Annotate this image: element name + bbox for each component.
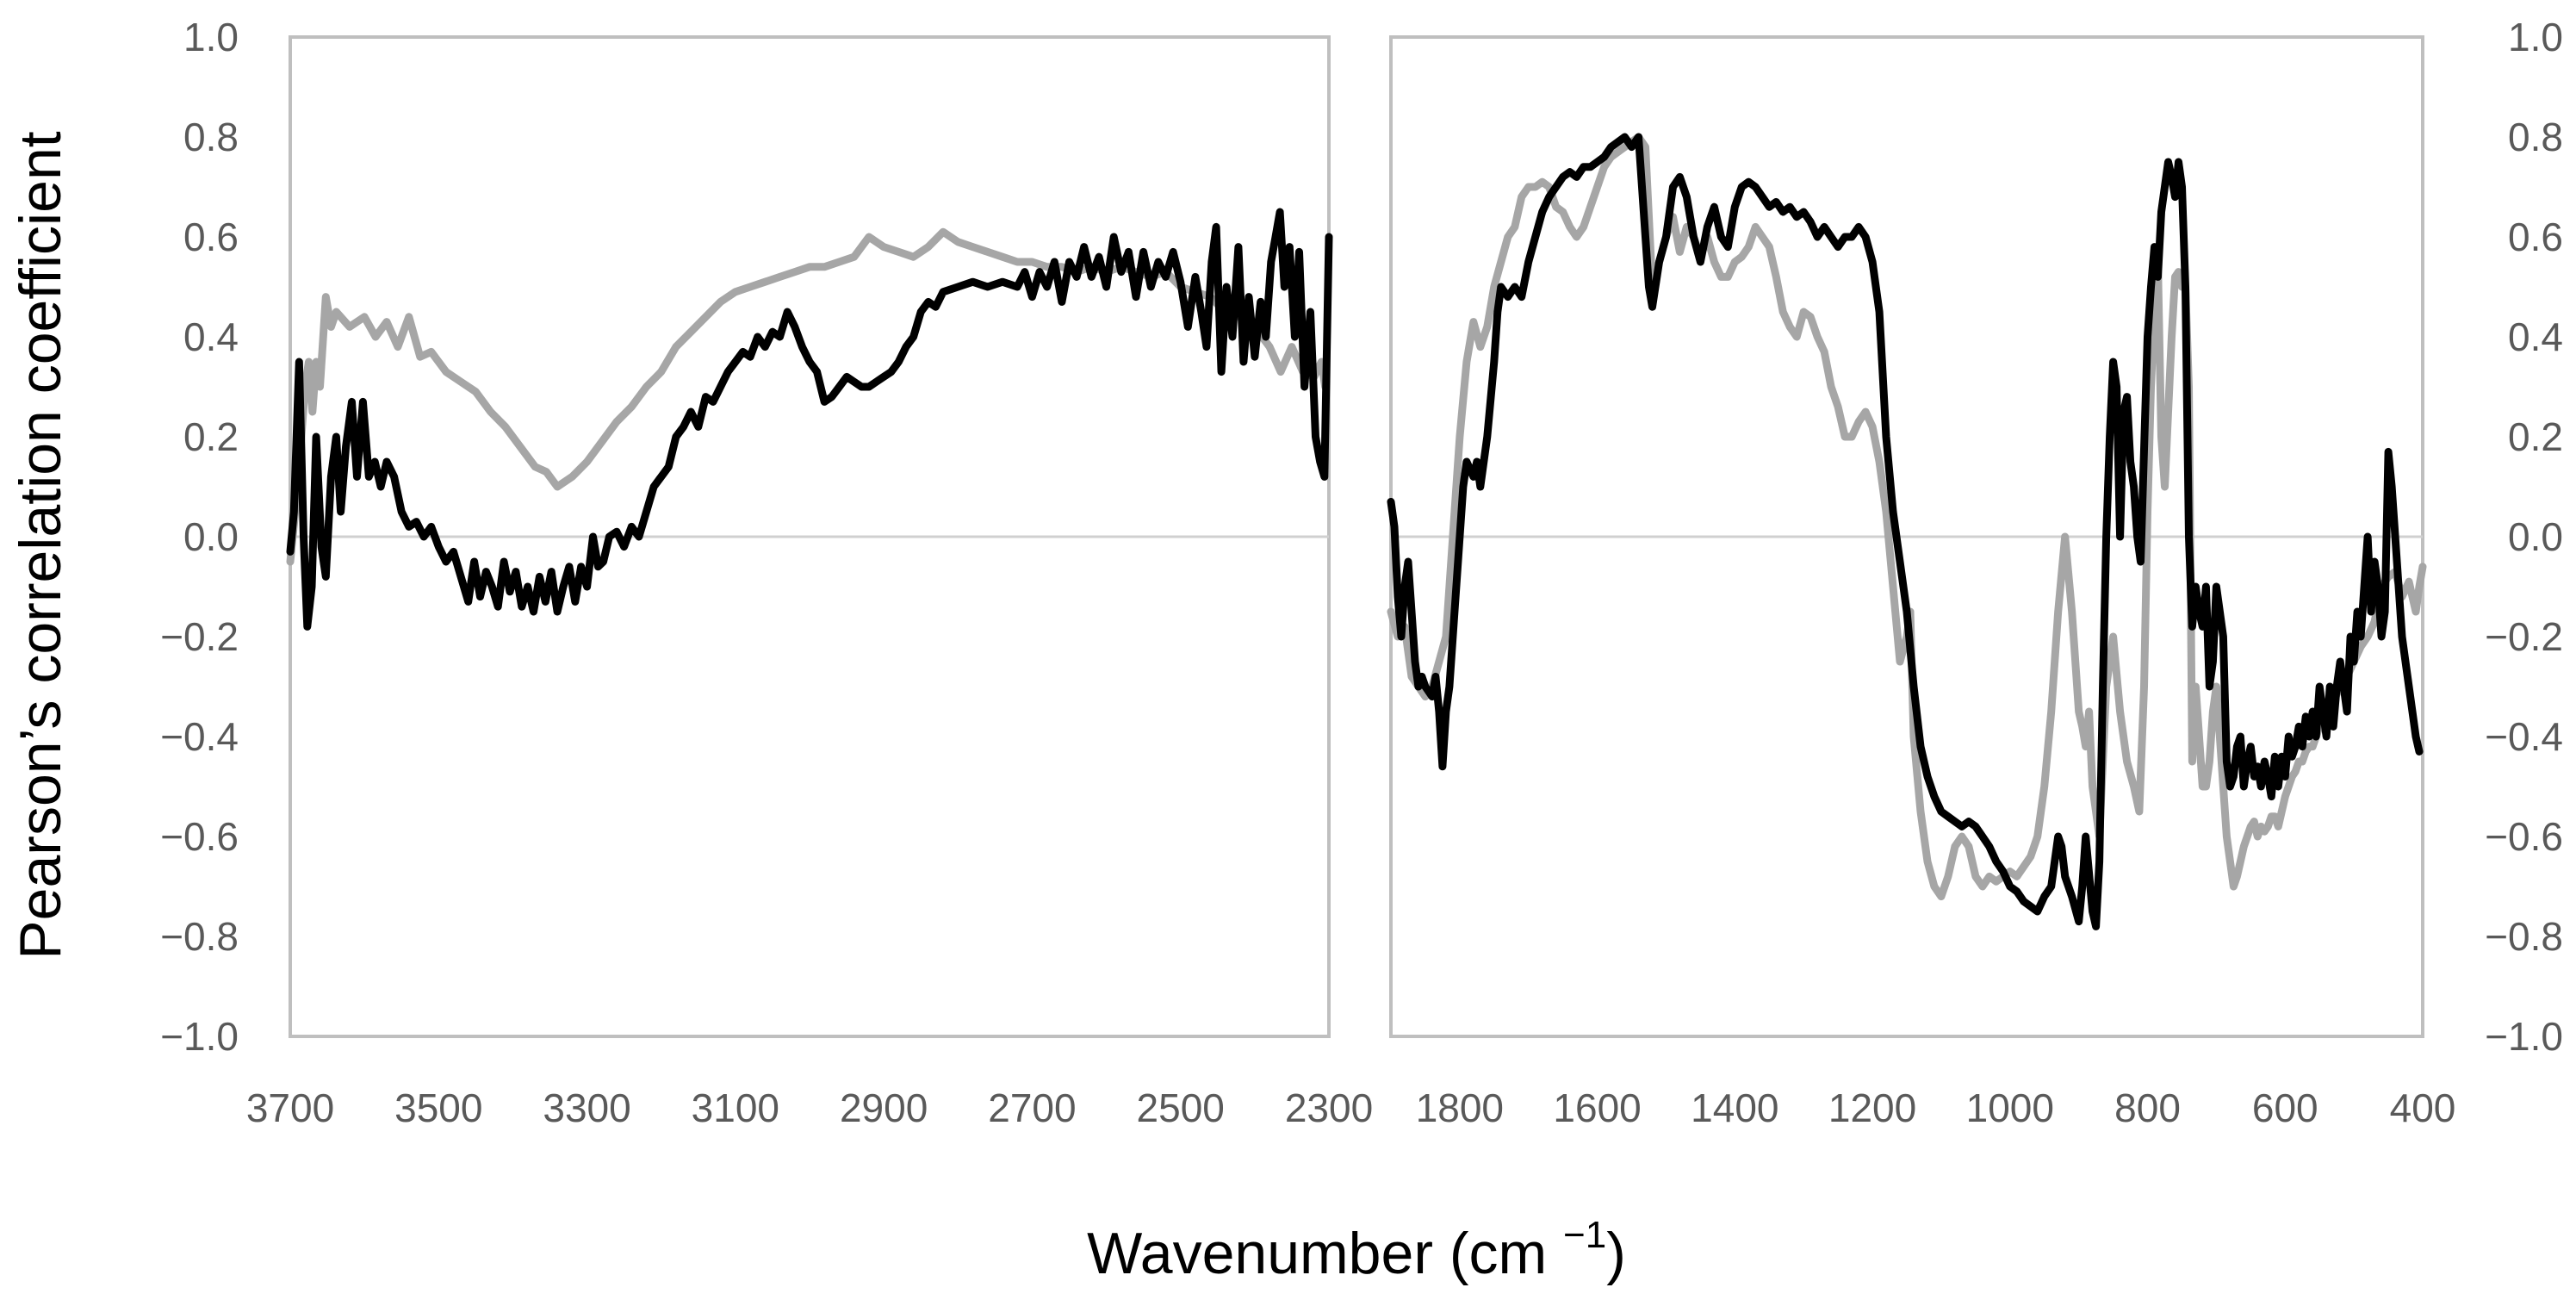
- left-x-tick-label: 2300: [1285, 1085, 1373, 1130]
- y-tick-label-right: 0.8: [2508, 115, 2563, 159]
- y-tick-label-left: 0.0: [183, 514, 239, 559]
- y-tick-label-right: −0.4: [2485, 714, 2563, 759]
- left-x-tick-label: 3300: [543, 1085, 630, 1130]
- right-x-tick-label: 1600: [1553, 1085, 1641, 1130]
- right-x-tick-label: 1200: [1828, 1085, 1916, 1130]
- y-tick-label-left: 0.4: [183, 314, 239, 359]
- y-axis-title: Pearson’s correlation coefficient: [8, 131, 73, 959]
- y-axis-right: 1.0 0.8 0.6 0.4 0.2 0.0 −0.2 −0.4 −0.6 −0.8 −1.0: [2485, 15, 2563, 1059]
- right-x-tick-label: 1000: [1966, 1085, 2054, 1130]
- y-tick-label-left: 0.2: [183, 414, 239, 459]
- y-axis-left: 1.0 0.8 0.6 0.4 0.2 0.0 −0.2 −0.4 −0.6 −0.8 −1.0: [160, 15, 239, 1059]
- right-panel: 1800 1600 1400 1200 1000 800 600 400: [1387, 35, 2456, 1130]
- y-tick-label-right: 0.4: [2508, 314, 2563, 359]
- y-tick-label-right: −0.8: [2485, 914, 2563, 959]
- left-series-1-line: [286, 227, 1330, 566]
- y-tick-label-right: 0.0: [2508, 514, 2563, 559]
- y-tick-label-left: −0.6: [160, 814, 239, 859]
- y-tick-label-right: −0.6: [2485, 814, 2563, 859]
- right-x-tick-label: 1800: [1416, 1085, 1504, 1130]
- left-x-tick-label: 3700: [246, 1085, 334, 1130]
- y-tick-label-right: 0.6: [2508, 215, 2563, 259]
- y-tick-label-left: 1.0: [183, 15, 239, 59]
- y-tick-label-left: 0.8: [183, 115, 239, 159]
- left-x-tick-label: 2900: [840, 1085, 928, 1130]
- left-x-tick-label: 3500: [394, 1085, 482, 1130]
- left-panel: 3700 3500 3300 3100 2900 2700 2500 2300: [246, 35, 1373, 1130]
- y-tick-label-left: −1.0: [160, 1014, 239, 1059]
- right-x-tick-label: 800: [2114, 1085, 2181, 1130]
- y-tick-label-left: −0.8: [160, 914, 239, 959]
- y-tick-label-left: −0.4: [160, 714, 239, 759]
- left-series-2-line: [286, 208, 1333, 631]
- right-x-tick-label: 400: [2390, 1085, 2456, 1130]
- x-axis-title-exponent: −1: [1563, 1214, 1606, 1256]
- x-axis-title-close: ): [1606, 1221, 1626, 1286]
- y-tick-label-left: 0.6: [183, 215, 239, 259]
- right-x-tick-label: 600: [2252, 1085, 2318, 1130]
- right-x-tick-label: 1400: [1691, 1085, 1778, 1130]
- x-axis-title: Wavenumber (cm −1): [1087, 1214, 1626, 1286]
- left-x-tick-label: 2500: [1137, 1085, 1225, 1130]
- x-axis-title-text: Wavenumber (cm: [1087, 1221, 1563, 1286]
- left-x-tick-label: 3100: [692, 1085, 779, 1130]
- y-tick-label-right: −1.0: [2485, 1014, 2563, 1059]
- left-x-tick-label: 2700: [988, 1085, 1076, 1130]
- y-tick-label-right: 0.2: [2508, 414, 2563, 459]
- y-tick-label-right: 1.0: [2508, 15, 2563, 59]
- y-tick-label-left: −0.2: [160, 614, 239, 659]
- right-series-2-line: [1387, 133, 2424, 930]
- y-tick-label-right: −0.2: [2485, 614, 2563, 659]
